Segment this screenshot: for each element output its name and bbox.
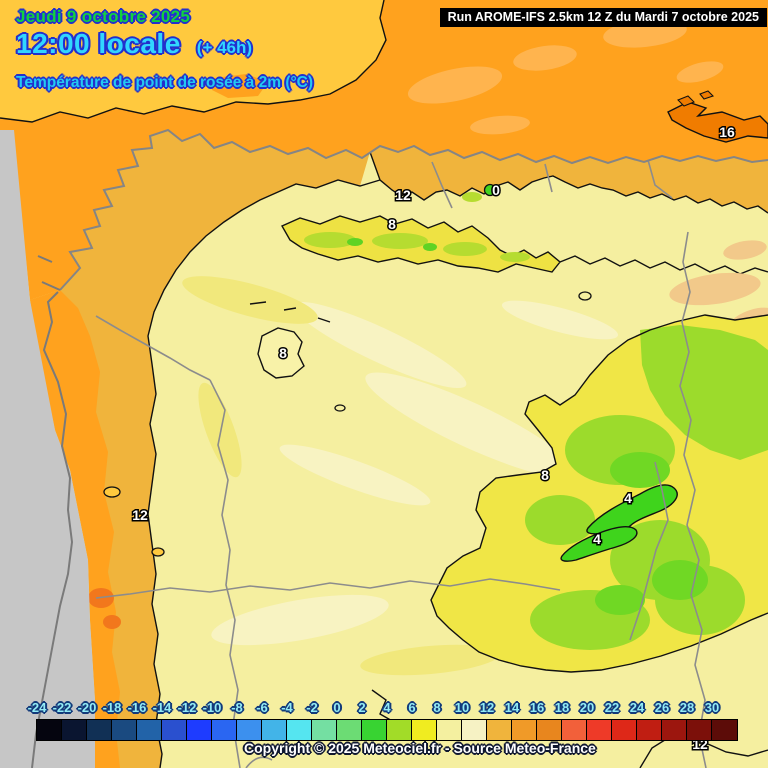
- colorbar-tick: -2: [306, 700, 318, 715]
- colorbar-cell: [262, 720, 287, 740]
- colorbar-cell: [362, 720, 387, 740]
- forecast-time: 12:00 locale: [16, 28, 181, 59]
- colorbar-tick: -14: [152, 700, 172, 715]
- colorbar-cell: [187, 720, 212, 740]
- colorbar-cell: [412, 720, 437, 740]
- colorbar-cell: [487, 720, 512, 740]
- colorbar-tick: 24: [629, 700, 645, 715]
- forecast-offset: (+ 46h): [196, 38, 253, 57]
- colorbar-cell: [462, 720, 487, 740]
- colorbar-tick: -16: [127, 700, 147, 715]
- variable-title: Température de point de rosée à 2m (°C): [16, 74, 314, 91]
- contour-12: [147, 151, 768, 768]
- mountain-band: [281, 215, 561, 273]
- colorbar-cell: [387, 720, 412, 740]
- colorbar-cell: [212, 720, 237, 740]
- copyright-text: Copyright © 2025 Meteociel.fr - Source M…: [244, 740, 596, 756]
- map-header: Jeudi 9 octobre 2025 12:00 locale (+ 46h…: [16, 7, 313, 92]
- colorbar: [36, 719, 738, 741]
- sea-light-patches: [407, 18, 724, 135]
- colorbar-tick: 4: [383, 700, 391, 715]
- colorbar-cell: [337, 720, 362, 740]
- sea-12-contour: [0, 0, 387, 123]
- colorbar-cell: [437, 720, 462, 740]
- colorbar-tick: 22: [604, 700, 620, 715]
- cold-spot-0: [462, 183, 497, 202]
- colorbar-tick: 20: [579, 700, 595, 715]
- colorbar-tick: 0: [333, 700, 341, 715]
- colorbar-cell: [162, 720, 187, 740]
- colorbar-tick: -12: [177, 700, 197, 715]
- contour-label: 8: [388, 216, 396, 232]
- colorbar-tick: 6: [408, 700, 416, 715]
- contour-label: 0: [492, 182, 500, 198]
- sea-16-band: [667, 90, 768, 143]
- colorbar-cell: [112, 720, 137, 740]
- east-yellow-green-region: [430, 314, 768, 673]
- contour-label: 12: [395, 187, 411, 203]
- colorbar-cell: [637, 720, 662, 740]
- colorbar-cell: [62, 720, 87, 740]
- colorbar-tick: -22: [52, 700, 72, 715]
- colorbar-cell: [512, 720, 537, 740]
- colorbar-cell: [562, 720, 587, 740]
- contour-label: 4: [624, 490, 632, 506]
- contour-label: 12: [132, 507, 148, 523]
- colorbar-cell: [537, 720, 562, 740]
- colorbar-tick: 14: [504, 700, 520, 715]
- colorbar-tick: 10: [454, 700, 470, 715]
- colorbar-cell: [587, 720, 612, 740]
- colorbar-cell: [712, 720, 737, 740]
- colorbar-tick: 16: [529, 700, 545, 715]
- colorbar-cell: [687, 720, 712, 740]
- sea-yellow-patch: [0, 0, 386, 122]
- colorbar-tick: -10: [202, 700, 222, 715]
- contour-label: 8: [279, 345, 287, 361]
- colorbar-tick: -8: [231, 700, 243, 715]
- forecast-time-row: 12:00 locale (+ 46h): [16, 28, 313, 60]
- colorbar-cell: [37, 720, 62, 740]
- colorbar-tick: 2: [358, 700, 366, 715]
- nodata-region: [0, 130, 95, 768]
- colorbar-tick: 30: [704, 700, 720, 715]
- contour-label: 4: [593, 531, 601, 547]
- sea-orange-spot: [212, 74, 268, 98]
- colorbar-tick: -20: [77, 700, 97, 715]
- colorbar-ticks: -24 -22 -20 -18 -16 -14 -12 -10 -8 -6 -4 -2 0 2 4 6 8 10 1…: [28, 700, 737, 716]
- colorbar-cell: [237, 720, 262, 740]
- contour-label: 16: [719, 124, 735, 140]
- west-orange-strip: [30, 290, 120, 768]
- interior-texture: [182, 276, 619, 676]
- colorbar-tick: 26: [654, 700, 670, 715]
- coastline: [59, 128, 768, 291]
- colorbar-tick: 12: [479, 700, 495, 715]
- colorbar-tick: 28: [679, 700, 695, 715]
- colorbar-cell: [662, 720, 687, 740]
- colorbar-cell: [87, 720, 112, 740]
- colorbar-tick: -24: [27, 700, 47, 715]
- contour-8-east: [559, 255, 768, 275]
- colorbar-cell: [137, 720, 162, 740]
- contour-label: 8: [541, 467, 549, 483]
- colorbar-cell: [312, 720, 337, 740]
- rivers-borders: [95, 159, 707, 768]
- colorbar-tick: -4: [281, 700, 293, 715]
- colorbar-tick: 18: [554, 700, 570, 715]
- colorbar-tick: 8: [433, 700, 441, 715]
- forecast-date: Jeudi 9 octobre 2025: [16, 7, 191, 26]
- colorbar-tick: -18: [102, 700, 122, 715]
- colorbar-cell: [612, 720, 637, 740]
- run-banner: Run AROME-IFS 2.5km 12 Z du Mardi 7 octo…: [439, 8, 767, 27]
- colorbar-cell: [287, 720, 312, 740]
- colorbar-tick: -6: [256, 700, 268, 715]
